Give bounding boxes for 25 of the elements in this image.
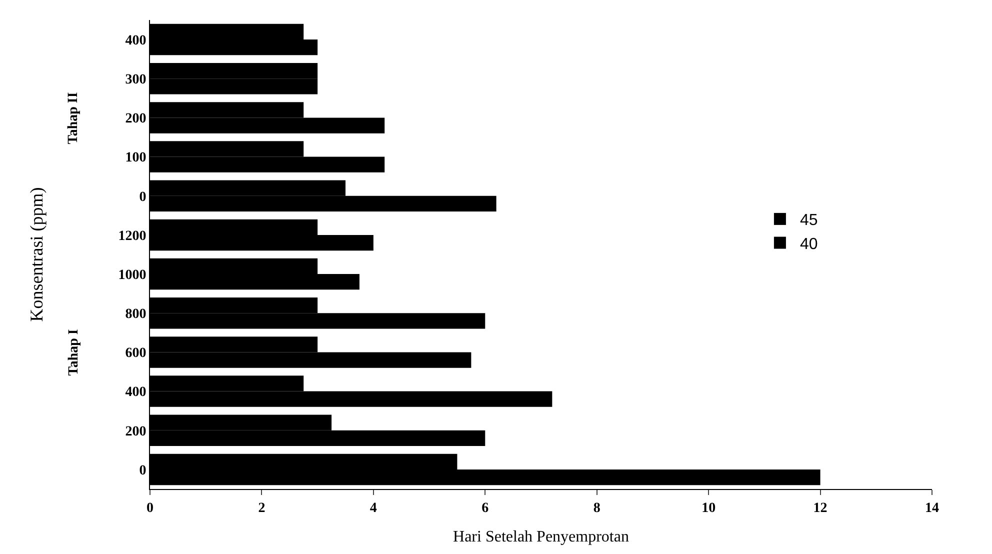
text: Tahap I: [66, 329, 82, 376]
legend-label: 40: [800, 236, 818, 253]
text: Tahap II: [66, 92, 81, 144]
y-tick-label: 600: [125, 346, 146, 362]
y-tick-label: 200: [125, 112, 146, 127]
legend-label: 45: [800, 212, 818, 230]
x-tick-label: 14: [925, 500, 939, 516]
y-tick-label: 300: [125, 72, 146, 88]
y-tick-label: 100: [125, 150, 146, 166]
y-tick-label: 0: [139, 463, 146, 478]
y-tick-label: 0: [139, 190, 146, 205]
x-tick-label: 6: [482, 500, 489, 516]
y-tick-label: 800: [125, 307, 146, 322]
x-axis-title: Hari Setelah Penyemprotan: [453, 528, 629, 546]
x-tick-label: 12: [813, 500, 828, 516]
x-tick-label: 4: [370, 500, 377, 516]
y-tick-label: 1200: [118, 228, 146, 244]
y-tick-label: 400: [125, 33, 146, 48]
x-tick-label: 2: [258, 500, 266, 516]
y-tick-label: 200: [125, 424, 146, 440]
x-tick-label: 8: [593, 500, 600, 516]
y-axis-title: Konsentrasi (ppm): [26, 187, 46, 322]
y-tick-label: 1000: [118, 268, 146, 283]
y-tick-label: 400: [125, 385, 146, 400]
x-tick-label: 10: [702, 500, 716, 516]
